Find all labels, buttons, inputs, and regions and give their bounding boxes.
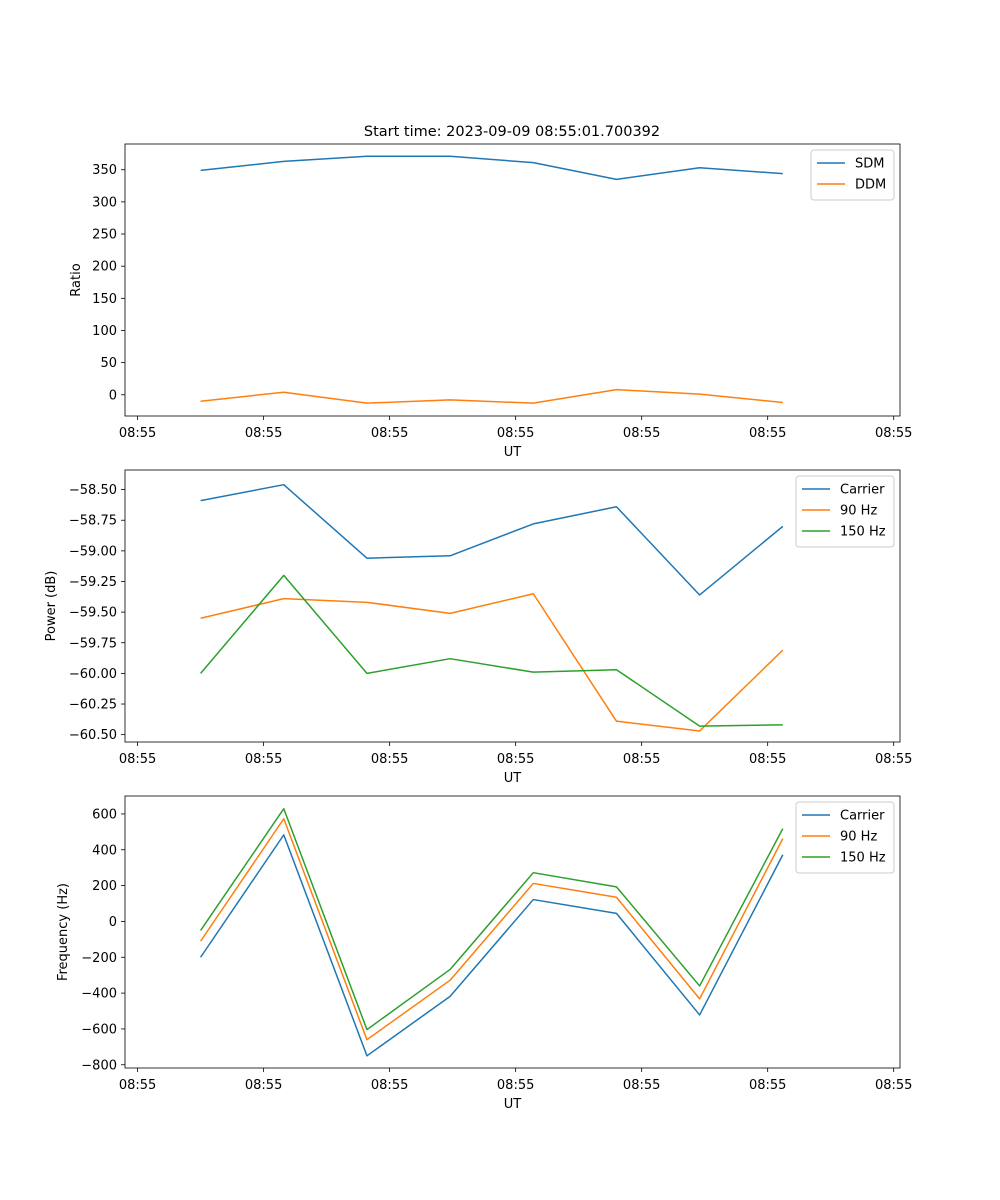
x-tick-label: 08:55 xyxy=(245,426,282,441)
series-line-90-hz xyxy=(199,818,784,1041)
y-tick-label: −400 xyxy=(81,987,117,1002)
x-tick-label: 08:55 xyxy=(623,752,660,767)
plots-group: 08:5508:5508:5508:5508:5508:5508:5508:56… xyxy=(44,143,912,1112)
x-tick-label: 08:55 xyxy=(497,1078,534,1093)
y-tick-label: −200 xyxy=(81,951,117,966)
legend-label: SDM xyxy=(855,157,884,172)
legend-label: 90 Hz xyxy=(840,830,877,845)
x-tick-label: 08:55 xyxy=(119,426,156,441)
y-tick-label: −60.00 xyxy=(69,667,117,682)
series-line-150-hz xyxy=(200,574,783,727)
y-tick-label: −600 xyxy=(81,1022,117,1037)
legend-label: Carrier xyxy=(840,483,885,498)
axes-frame xyxy=(124,143,901,417)
y-tick-label: 50 xyxy=(100,356,117,371)
legend-label: 150 Hz xyxy=(840,525,886,540)
y-axis-label: Ratio xyxy=(69,263,84,296)
y-tick-label: 600 xyxy=(92,807,117,822)
x-tick-label: 08:55 xyxy=(245,752,282,767)
figure-title: Start time: 2023-09-09 08:55:01.700392 xyxy=(364,124,660,140)
y-tick-label: 300 xyxy=(92,195,117,210)
y-tick-label: −60.25 xyxy=(69,698,117,713)
x-tick-label: 08:55 xyxy=(371,1078,408,1093)
y-tick-label: −800 xyxy=(81,1058,117,1073)
series-line-90-hz xyxy=(200,593,784,732)
y-tick-label: 200 xyxy=(92,260,117,275)
x-tick-label: 08:55 xyxy=(749,426,786,441)
x-tick-label: 08:55 xyxy=(497,752,534,767)
x-tick-label: 08:55 xyxy=(245,1078,282,1093)
legend: Carrier 90 Hz 150 Hz xyxy=(795,475,895,548)
x-tick-label: 08:55 xyxy=(497,426,534,441)
legend: Carrier 90 Hz 150 Hz xyxy=(795,801,895,874)
series-line-ddm xyxy=(200,388,783,404)
x-tick-label: 08:55 xyxy=(875,1078,912,1093)
legend-label: 90 Hz xyxy=(840,504,877,519)
legend-box xyxy=(795,801,895,874)
y-tick-label: −59.25 xyxy=(69,575,117,590)
legend-label: 150 Hz xyxy=(840,851,886,866)
y-axis-label: Power (dB) xyxy=(44,571,59,642)
y-tick-label: −58.50 xyxy=(69,483,117,498)
x-tick-label: 08:55 xyxy=(875,752,912,767)
x-tick-label: 08:55 xyxy=(623,1078,660,1093)
x-tick-label: 08:55 xyxy=(749,752,786,767)
axes-frame xyxy=(124,469,901,743)
series-line-carrier xyxy=(199,834,784,1057)
x-tick-label: 08:55 xyxy=(875,426,912,441)
series-line-sdm xyxy=(200,155,783,181)
y-tick-label: 400 xyxy=(92,843,117,858)
x-axis-label: UT xyxy=(504,1097,522,1112)
axes-frame xyxy=(124,795,901,1069)
x-tick-label: 08:55 xyxy=(371,752,408,767)
subplot-1: 08:5508:5508:5508:5508:5508:5508:5508:56… xyxy=(69,143,912,460)
y-tick-label: 0 xyxy=(109,915,117,930)
y-axis-label: Frequency (Hz) xyxy=(56,883,71,981)
legend: SDM DDM xyxy=(810,149,895,201)
x-axis-label: UT xyxy=(504,445,522,460)
x-axis-label: UT xyxy=(504,771,522,786)
y-tick-label: −59.00 xyxy=(69,544,117,559)
x-tick-label: 08:55 xyxy=(119,752,156,767)
x-tick-label: 08:55 xyxy=(623,426,660,441)
legend-box xyxy=(795,475,895,548)
x-tick-label: 08:55 xyxy=(119,1078,156,1093)
y-tick-label: −59.50 xyxy=(69,606,117,621)
y-tick-label: −60.50 xyxy=(69,728,117,743)
series-line-carrier xyxy=(200,483,784,596)
y-tick-label: 100 xyxy=(92,324,117,339)
y-tick-label: 150 xyxy=(92,292,117,307)
y-tick-label: 350 xyxy=(92,163,117,178)
y-tick-label: 250 xyxy=(92,228,117,243)
x-tick-label: 08:55 xyxy=(749,1078,786,1093)
legend-label: DDM xyxy=(855,178,886,193)
series-line-150-hz xyxy=(199,807,784,1031)
y-tick-label: 200 xyxy=(92,879,117,894)
y-tick-label: −58.75 xyxy=(69,514,117,529)
subplot-3: 08:5508:5508:5508:5508:5508:5508:5508:56… xyxy=(56,795,912,1112)
y-tick-label: 0 xyxy=(109,388,117,403)
y-tick-label: −59.75 xyxy=(69,636,117,651)
legend-label: Carrier xyxy=(840,809,885,824)
x-tick-label: 08:55 xyxy=(371,426,408,441)
subplot-2: 08:5508:5508:5508:5508:5508:5508:5508:56… xyxy=(44,469,912,786)
